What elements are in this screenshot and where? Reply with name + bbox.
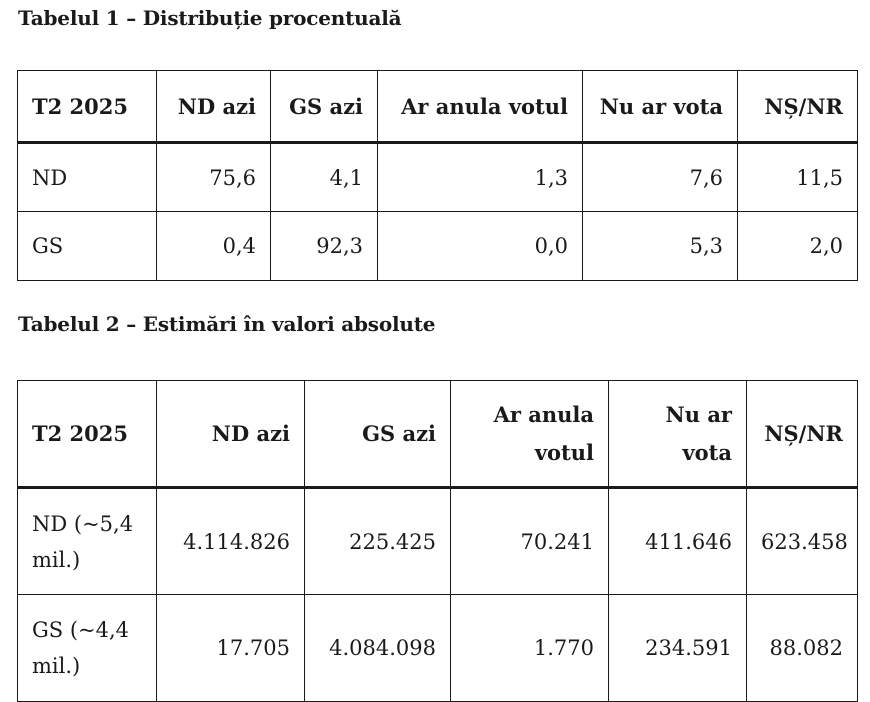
row-label: GS bbox=[17, 211, 157, 281]
header-would-not-vote: Nu ar vota bbox=[582, 70, 738, 144]
header-period: T2 2025 bbox=[17, 380, 157, 489]
table-cell: 4,1 bbox=[270, 142, 378, 212]
table-cell: 75,6 bbox=[156, 142, 271, 212]
table-cell: 4.114.826 bbox=[156, 487, 305, 595]
table2-caption: Tabelul 2 – Estimări în valori absolute bbox=[18, 312, 436, 336]
header-gs-today: GS azi bbox=[304, 380, 451, 489]
table-row: GS 0,4 92,3 0,0 5,3 2,0 bbox=[17, 211, 858, 281]
table-cell: 225.425 bbox=[304, 487, 451, 595]
table-cell: 1,3 bbox=[377, 142, 583, 212]
table-header-row: T2 2025 ND azi GS azi Ar anula votul Nu … bbox=[17, 380, 858, 489]
table-row: ND (~5,4 mil.) 4.114.826 225.425 70.241 … bbox=[17, 487, 858, 595]
table-row: ND 75,6 4,1 1,3 7,6 11,5 bbox=[17, 142, 858, 212]
table-cell: 0,4 bbox=[156, 211, 271, 281]
table-cell: 11,5 bbox=[737, 142, 858, 212]
table-cell: 7,6 bbox=[582, 142, 738, 212]
table-cell: 70.241 bbox=[450, 487, 609, 595]
header-would-not-vote: Nu ar vota bbox=[608, 380, 747, 489]
header-nd-today: ND azi bbox=[156, 380, 305, 489]
table-cell: 88.082 bbox=[746, 594, 858, 702]
table1-caption: Tabelul 1 – Distribuție procentuală bbox=[18, 6, 402, 30]
row-label: GS (~4,4 mil.) bbox=[17, 594, 157, 702]
table-header-row: T2 2025 ND azi GS azi Ar anula votul Nu … bbox=[17, 70, 858, 144]
table-cell: 4.084.098 bbox=[304, 594, 451, 702]
table-row: GS (~4,4 mil.) 17.705 4.084.098 1.770 23… bbox=[17, 594, 858, 702]
row-label: ND (~5,4 mil.) bbox=[17, 487, 157, 595]
table-cell: 5,3 bbox=[582, 211, 738, 281]
table-cell: 0,0 bbox=[377, 211, 583, 281]
header-dont-know: NȘ/NR bbox=[737, 70, 858, 144]
header-gs-today: GS azi bbox=[270, 70, 378, 144]
table-cell: 623.458 bbox=[746, 487, 858, 595]
table-cell: 2,0 bbox=[737, 211, 858, 281]
table-cell: 234.591 bbox=[608, 594, 747, 702]
header-would-annul-vote: Ar anula votul bbox=[377, 70, 583, 144]
table-cell: 92,3 bbox=[270, 211, 378, 281]
table-cell: 411.646 bbox=[608, 487, 747, 595]
absolute-estimates-table: T2 2025 ND azi GS azi Ar anula votul Nu … bbox=[17, 380, 858, 702]
table-cell: 17.705 bbox=[156, 594, 305, 702]
table-cell: 1.770 bbox=[450, 594, 609, 702]
header-would-annul-vote: Ar anula votul bbox=[450, 380, 609, 489]
header-period: T2 2025 bbox=[17, 70, 157, 144]
header-dont-know: NȘ/NR bbox=[746, 380, 858, 489]
row-label: ND bbox=[17, 142, 157, 212]
header-nd-today: ND azi bbox=[156, 70, 271, 144]
percent-distribution-table: T2 2025 ND azi GS azi Ar anula votul Nu … bbox=[17, 70, 858, 281]
